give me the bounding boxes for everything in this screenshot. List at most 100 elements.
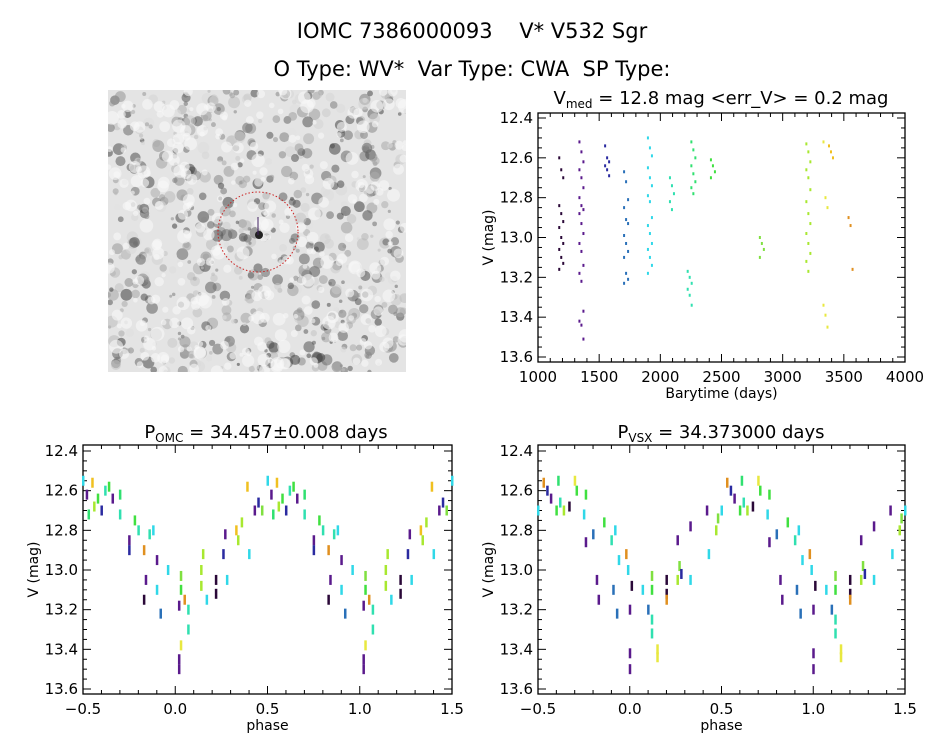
data-point xyxy=(559,497,562,508)
data-point xyxy=(118,489,122,500)
data-point xyxy=(562,220,565,224)
star xyxy=(388,304,398,315)
star xyxy=(167,337,178,348)
data-point xyxy=(610,535,613,546)
data-point xyxy=(118,509,122,520)
data-point xyxy=(592,529,595,540)
x-tick-label: 3000 xyxy=(764,368,802,386)
sky-noise xyxy=(113,232,122,241)
data-point xyxy=(656,652,659,663)
sky-noise xyxy=(267,357,274,364)
sky-noise xyxy=(382,337,394,349)
sky-noise xyxy=(347,107,360,119)
sky-noise xyxy=(251,290,263,302)
data-point xyxy=(399,574,402,585)
sky-noise xyxy=(247,201,258,212)
data-point xyxy=(807,212,810,216)
star xyxy=(148,251,153,256)
star xyxy=(336,180,345,188)
star xyxy=(235,220,240,225)
sky-noise xyxy=(264,290,275,301)
sky-noise xyxy=(135,319,148,332)
data-point xyxy=(648,255,651,259)
sky-noise xyxy=(150,353,161,363)
sky-noise xyxy=(232,202,238,208)
star xyxy=(244,297,248,302)
sky-noise xyxy=(387,188,400,202)
data-point xyxy=(648,232,651,236)
star xyxy=(338,309,347,318)
sky-noise xyxy=(210,365,223,372)
sky-noise xyxy=(151,294,161,304)
sky-noise xyxy=(312,120,317,125)
sky-noise xyxy=(369,262,382,275)
target-circle xyxy=(217,191,299,273)
y-axis-label: V (mag) xyxy=(481,209,497,265)
sky-noise xyxy=(197,341,204,347)
data-point xyxy=(343,608,347,619)
data-point xyxy=(625,241,628,245)
star xyxy=(201,151,210,160)
data-point xyxy=(327,545,330,556)
data-point xyxy=(155,555,159,566)
data-point xyxy=(438,505,441,516)
star xyxy=(287,127,297,138)
star xyxy=(150,187,161,198)
star xyxy=(364,351,372,360)
data-point xyxy=(834,628,837,639)
sky-noise xyxy=(363,341,373,350)
data-point xyxy=(312,545,316,556)
data-point xyxy=(144,574,148,585)
data-point xyxy=(650,184,653,188)
star xyxy=(187,260,192,264)
star xyxy=(114,91,126,102)
data-point xyxy=(133,515,137,526)
data-point xyxy=(451,475,454,486)
star xyxy=(310,330,317,337)
data-point xyxy=(384,580,388,591)
data-point xyxy=(384,565,388,575)
star xyxy=(293,189,303,199)
data-point xyxy=(678,561,681,572)
data-point xyxy=(549,493,553,504)
y-tick-label: 13.2 xyxy=(500,601,533,619)
star xyxy=(243,93,252,102)
data-point xyxy=(128,535,131,546)
star xyxy=(344,249,352,257)
data-point xyxy=(560,168,563,172)
star xyxy=(226,245,234,253)
data-point xyxy=(809,160,812,164)
star xyxy=(308,108,321,121)
y-tick-label: 12.6 xyxy=(500,482,533,500)
sky-noise xyxy=(193,346,206,359)
data-point xyxy=(558,247,561,251)
sky-noise xyxy=(160,319,167,326)
sky-noise xyxy=(252,170,257,175)
data-point xyxy=(214,588,218,599)
data-point xyxy=(650,241,653,245)
data-point xyxy=(900,513,903,524)
star xyxy=(207,221,215,229)
data-point xyxy=(709,158,712,162)
star xyxy=(242,122,253,134)
star xyxy=(213,174,224,185)
sky-noise xyxy=(121,103,126,109)
sky-noise xyxy=(336,132,342,138)
star xyxy=(298,264,311,276)
data-point xyxy=(646,166,649,170)
sky-noise xyxy=(143,197,151,205)
star xyxy=(146,302,158,314)
data-point xyxy=(582,208,585,212)
data-point xyxy=(104,485,107,496)
sky-noise xyxy=(380,256,390,266)
data-point xyxy=(839,644,843,655)
sky-noise xyxy=(319,251,325,257)
data-point xyxy=(580,249,583,253)
data-point xyxy=(650,154,653,158)
data-point xyxy=(824,196,827,200)
star xyxy=(271,213,276,218)
data-point xyxy=(825,584,828,595)
sky-noise xyxy=(172,305,181,315)
star xyxy=(114,191,118,196)
